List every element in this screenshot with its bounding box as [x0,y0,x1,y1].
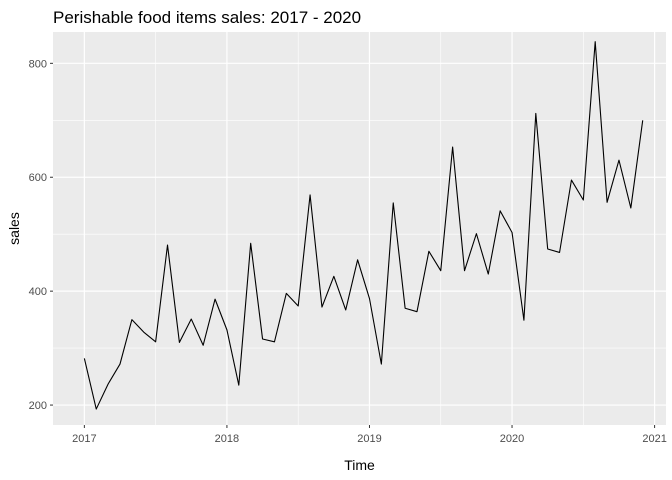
y-tick-label: 200 [29,400,47,412]
x-axis-title: Time [344,457,375,473]
x-tick-label: 2019 [357,433,381,445]
x-tick-label: 2020 [500,433,524,445]
y-axis-title: sales [6,212,22,245]
major-gridlines [53,32,666,425]
x-axis-ticks: 2017 2018 2019 2020 2021 [72,425,667,445]
chart-title: Perishable food items sales: 2017 - 2020 [53,8,361,27]
y-axis-ticks: 200 400 600 800 [29,58,53,412]
x-tick-label: 2018 [215,433,239,445]
x-tick-label: 2021 [642,433,666,445]
y-tick-label: 600 [29,172,47,184]
plot-panel [53,32,666,425]
x-tick-label: 2017 [72,433,96,445]
y-tick-label: 800 [29,58,47,70]
sales-series-line [83,41,644,410]
y-tick-label: 400 [29,286,47,298]
minor-gridlines [53,32,666,425]
